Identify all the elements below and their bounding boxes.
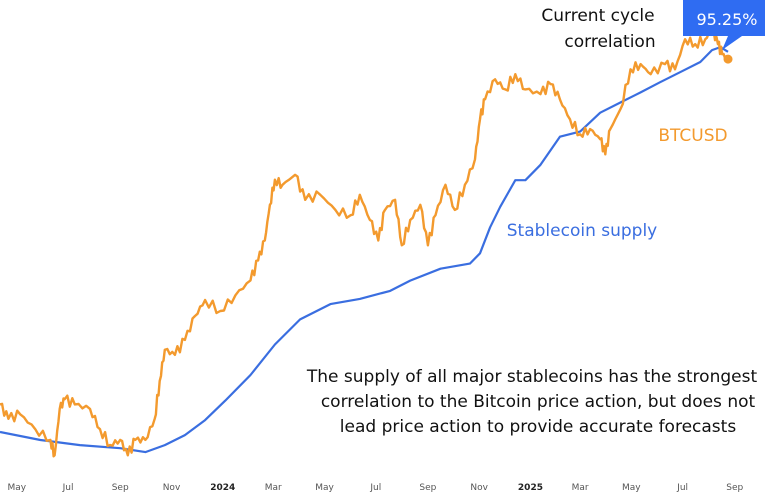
btcusd-endpoint-dot bbox=[723, 54, 733, 64]
btcusd-series-label: BTCUSD bbox=[658, 126, 727, 146]
note-line-3: lead price action to provide accurate fo… bbox=[340, 417, 737, 437]
x-tick-label: Jul bbox=[369, 483, 381, 493]
x-tick-label: Mar bbox=[572, 483, 589, 493]
x-tick-label: Nov bbox=[163, 483, 181, 493]
x-tick-label: Jul bbox=[676, 483, 688, 493]
btcusd-line bbox=[0, 28, 730, 458]
x-tick-label: May bbox=[622, 483, 641, 493]
stablecoin-supply-line bbox=[0, 46, 729, 454]
correlation-callout: 95.25% bbox=[683, 0, 765, 50]
x-tick-label: Nov bbox=[470, 483, 488, 493]
x-axis-ticks: May Jul Sep Nov 2024 Mar May Jul Sep Nov 2025 Mar Ma… bbox=[8, 483, 744, 493]
correlation-value: 95.25% bbox=[696, 10, 757, 29]
x-tick-label: Sep bbox=[726, 483, 743, 493]
x-tick-label: Jul bbox=[62, 483, 74, 493]
x-tick-label: Sep bbox=[112, 483, 129, 493]
x-tick-label: 2024 bbox=[210, 483, 235, 493]
x-tick-label: May bbox=[315, 483, 334, 493]
x-tick-label: Sep bbox=[419, 483, 436, 493]
note-line-1: The supply of all major stablecoins has … bbox=[306, 367, 758, 387]
x-tick-label: 2025 bbox=[518, 483, 543, 493]
x-tick-label: May bbox=[8, 483, 27, 493]
series-layer bbox=[0, 28, 733, 458]
cycle-correlation-label-line2: correlation bbox=[564, 32, 655, 52]
x-tick-label: Mar bbox=[265, 483, 282, 493]
cycle-correlation-label-line1: Current cycle bbox=[541, 6, 654, 26]
stablecoin-series-label: Stablecoin supply bbox=[507, 221, 658, 241]
correlation-callout-box bbox=[683, 0, 765, 50]
note-line-2: correlation to the Bitcoin price action,… bbox=[321, 392, 756, 412]
